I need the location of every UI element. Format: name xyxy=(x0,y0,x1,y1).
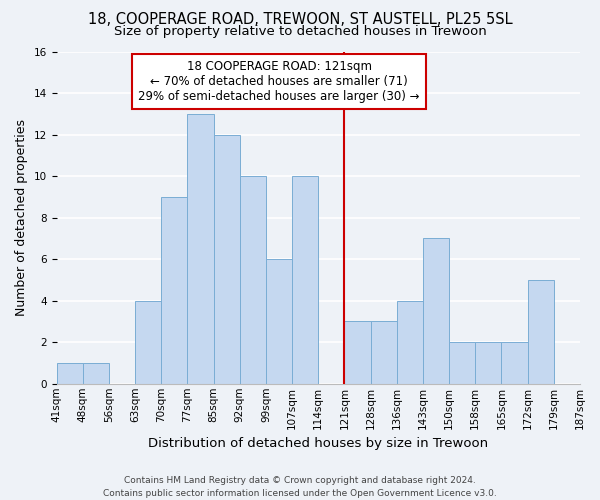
Bar xyxy=(187,114,214,384)
Bar xyxy=(449,342,475,384)
Bar xyxy=(240,176,266,384)
Bar xyxy=(56,363,83,384)
Bar xyxy=(371,322,397,384)
Text: 18 COOPERAGE ROAD: 121sqm
← 70% of detached houses are smaller (71)
29% of semi-: 18 COOPERAGE ROAD: 121sqm ← 70% of detac… xyxy=(138,60,420,103)
Bar xyxy=(423,238,449,384)
Bar xyxy=(161,197,187,384)
Bar xyxy=(475,342,502,384)
Bar xyxy=(527,280,554,384)
Bar xyxy=(83,363,109,384)
Bar xyxy=(397,300,423,384)
Bar xyxy=(266,259,292,384)
Text: Size of property relative to detached houses in Trewoon: Size of property relative to detached ho… xyxy=(113,25,487,38)
Bar xyxy=(214,134,240,384)
X-axis label: Distribution of detached houses by size in Trewoon: Distribution of detached houses by size … xyxy=(148,437,488,450)
Text: Contains HM Land Registry data © Crown copyright and database right 2024.
Contai: Contains HM Land Registry data © Crown c… xyxy=(103,476,497,498)
Bar xyxy=(135,300,161,384)
Bar xyxy=(502,342,527,384)
Y-axis label: Number of detached properties: Number of detached properties xyxy=(15,119,28,316)
Bar xyxy=(344,322,371,384)
Text: 18, COOPERAGE ROAD, TREWOON, ST AUSTELL, PL25 5SL: 18, COOPERAGE ROAD, TREWOON, ST AUSTELL,… xyxy=(88,12,512,28)
Bar xyxy=(292,176,318,384)
